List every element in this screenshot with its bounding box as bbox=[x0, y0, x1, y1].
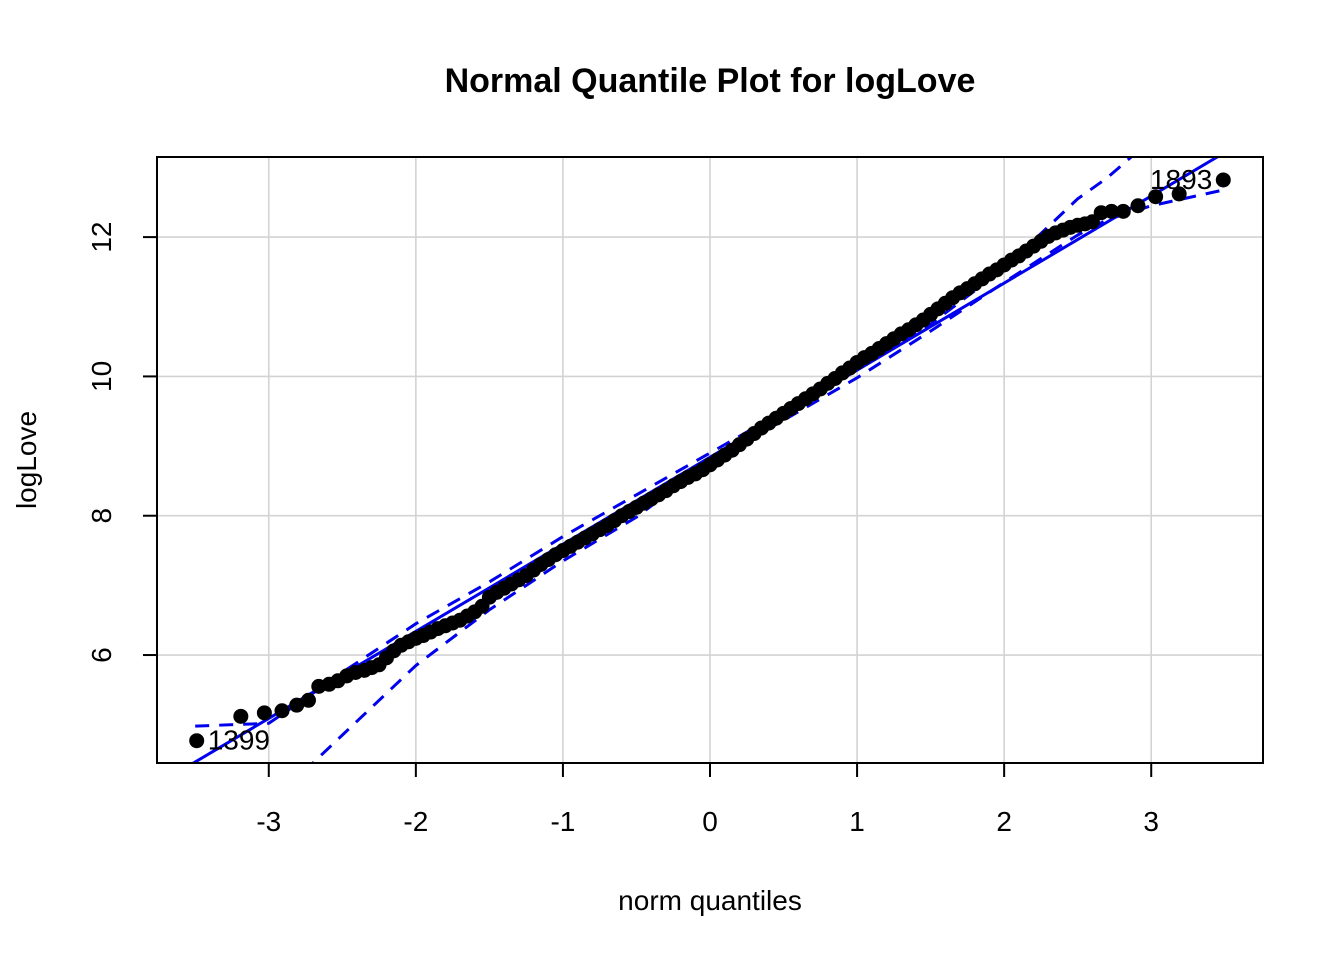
point-labels: 1399 1893 bbox=[208, 164, 1213, 756]
data-point bbox=[1215, 172, 1231, 188]
data-point bbox=[1130, 198, 1146, 214]
data-point bbox=[300, 692, 316, 708]
x-tick-label: 2 bbox=[996, 806, 1012, 837]
point-label: 1399 bbox=[208, 725, 270, 756]
data-point bbox=[189, 733, 205, 749]
data-point bbox=[274, 703, 290, 719]
data-point bbox=[289, 697, 305, 713]
data-point bbox=[1148, 189, 1164, 205]
data-point bbox=[1171, 186, 1187, 202]
x-tick-label: -2 bbox=[403, 806, 428, 837]
x-tick-label: -3 bbox=[256, 806, 281, 837]
data-point bbox=[1115, 203, 1131, 219]
x-tick-label: 3 bbox=[1143, 806, 1159, 837]
data-points bbox=[189, 172, 1231, 749]
data-point bbox=[233, 708, 249, 724]
x-tick-label: -1 bbox=[550, 806, 575, 837]
data-point bbox=[1104, 203, 1120, 219]
y-tick-label: 12 bbox=[86, 222, 117, 253]
y-axis: 6 8 10 12 bbox=[86, 222, 157, 663]
x-axis: -3 -2 -1 0 1 2 3 bbox=[256, 763, 1159, 837]
x-tick-label: 1 bbox=[849, 806, 865, 837]
x-tick-label: 0 bbox=[702, 806, 718, 837]
y-tick-label: 10 bbox=[86, 361, 117, 392]
x-axis-label: norm quantiles bbox=[618, 885, 802, 916]
y-axis-label: logLove bbox=[11, 411, 42, 509]
point-label: 1893 bbox=[1150, 164, 1212, 195]
y-tick-label: 6 bbox=[86, 647, 117, 663]
y-tick-label: 8 bbox=[86, 508, 117, 524]
chart-title: Normal Quantile Plot for logLove bbox=[445, 62, 976, 100]
data-point bbox=[256, 705, 272, 721]
